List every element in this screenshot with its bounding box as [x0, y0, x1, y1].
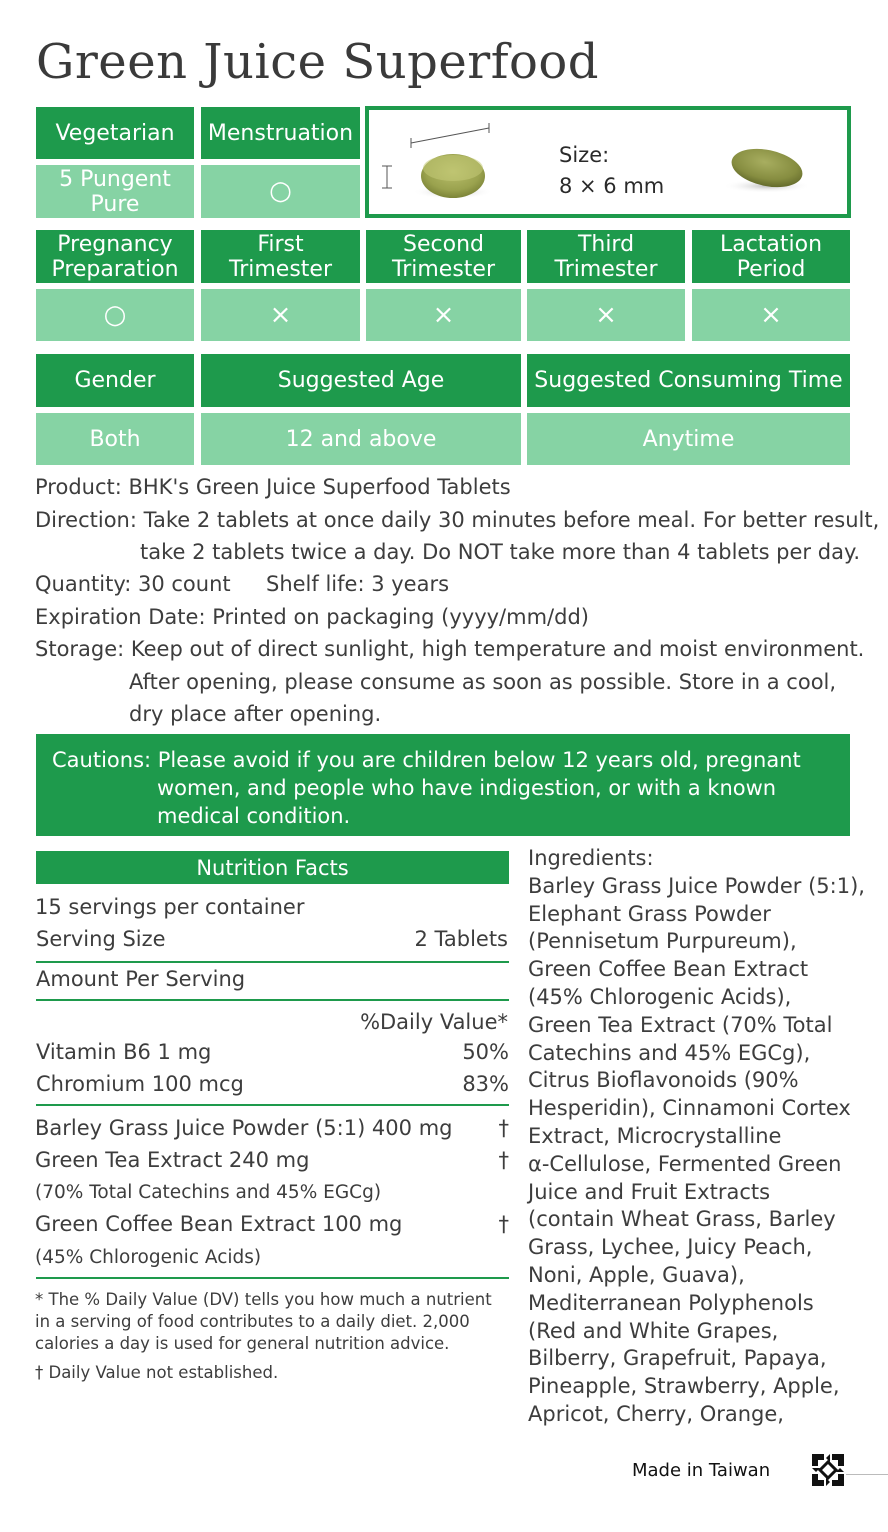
stage-header-pregnancy-preparation: Pregnancy Preparation — [36, 230, 194, 283]
footnote-line-3: calories a day is used for general nutri… — [35, 1334, 450, 1353]
ingredient-line: (45% Chlorogenic Acids), — [528, 984, 792, 1009]
usage-value-suggested-age: 12 and above — [201, 413, 521, 465]
size-value: 8 × 6 mm — [559, 174, 665, 198]
storage-line-3: dry place after opening. — [129, 702, 382, 726]
divider — [36, 1104, 509, 1106]
ingredient-line: Green Tea Extract (70% Total — [528, 1012, 833, 1037]
daily-value-header: %Daily Value* — [360, 1010, 508, 1034]
size-label: Size: — [559, 143, 610, 167]
divider — [846, 1474, 888, 1475]
extract-dv: † — [498, 1148, 510, 1172]
footnote-line-4: † Daily Value not established. — [35, 1363, 279, 1382]
storage-line-1: Storage: Keep out of direct sunlight, hi… — [35, 637, 865, 661]
stage-header-third-trimester: Third Trimester — [527, 230, 685, 283]
extract-name: Barley Grass Juice Powder (5:1) 400 mg — [35, 1116, 453, 1140]
ingredient-line: (Red and White Grapes, — [528, 1318, 779, 1343]
expiration-line: Expiration Date: Printed on packaging (y… — [35, 605, 589, 629]
ingredient-line: Juice and Fruit Extracts — [528, 1179, 771, 1204]
stage-value-pregnancy-preparation: ○ — [36, 289, 194, 341]
ingredient-line: (Pennisetum Purpureum), — [528, 929, 797, 954]
footnote-line-2: in a serving of food contributes to a da… — [35, 1312, 470, 1331]
nutrient-name: Chromium 100 mcg — [36, 1072, 244, 1096]
nutrient-dv: 83% — [462, 1072, 509, 1096]
usage-header-suggested-age: Suggested Age — [201, 354, 521, 407]
usage-value-gender: Both — [36, 413, 194, 465]
vegetarian-value: 5 Pungent Pure — [36, 165, 194, 218]
serving-size-value: 2 Tablets — [414, 927, 508, 951]
ingredient-line: Grass, Lychee, Juicy Peach, — [528, 1235, 813, 1260]
ingredient-line: Barley Grass Juice Powder (5:1), — [528, 873, 865, 898]
serving-size-label: Serving Size — [36, 927, 166, 951]
page-title: Green Juice Superfood — [36, 34, 599, 90]
ingredient-line: Elephant Grass Powder — [528, 901, 771, 926]
ingredient-line: Apricot, Cherry, Orange, — [528, 1401, 784, 1426]
vegetarian-header: Vegetarian — [36, 107, 194, 159]
ingredient-line: Hesperidin), Cinnamoni Cortex — [528, 1096, 851, 1121]
nutrient-dv: 50% — [462, 1040, 509, 1064]
ingredient-line: Catechins and 45% EGCg), — [528, 1040, 811, 1065]
footnote-line-1: * The % Daily Value (DV) tells you how m… — [35, 1290, 492, 1309]
ingredient-line: Mediterranean Polyphenols — [528, 1290, 814, 1315]
cautions-line-2: women, and people who have indigestion, … — [157, 776, 777, 800]
direction-line-2: take 2 tablets twice a day. Do NOT take … — [140, 540, 861, 564]
extract-note: (70% Total Catechins and 45% EGCg) — [35, 1182, 382, 1203]
tablet-image — [382, 123, 811, 199]
ingredient-line: (contain Wheat Grass, Barley — [528, 1207, 836, 1232]
stage-value-lactation-period: × — [692, 289, 850, 341]
cautions-line-1: Cautions: Please avoid if you are childr… — [52, 748, 801, 772]
made-in-taiwan: Made in Taiwan — [632, 1460, 771, 1481]
ingredient-line: Noni, Apple, Guava), — [528, 1262, 745, 1287]
nutrition-facts-header: Nutrition Facts — [36, 851, 509, 884]
stage-header-second-trimester: Second Trimester — [366, 230, 521, 283]
ingredient-line: Citrus Bioflavonoids (90% — [528, 1068, 799, 1093]
storage-line-2: After opening, please consume as soon as… — [129, 670, 837, 694]
tablet-size-box: Size: 8 × 6 mm — [365, 106, 851, 218]
ingredient-line: Bilberry, Grapefruit, Papaya, — [528, 1346, 827, 1371]
stage-header-lactation-period: Lactation Period — [692, 230, 850, 283]
servings-per-container: 15 servings per container — [35, 895, 305, 919]
usage-header-consuming-time: Suggested Consuming Time — [527, 354, 850, 407]
ingredient-line: Green Coffee Bean Extract — [528, 957, 809, 982]
recycle-icon — [810, 1452, 846, 1488]
stage-header-first-trimester: First Trimester — [201, 230, 360, 283]
stage-value-second-trimester: × — [366, 289, 521, 341]
ingredient-line: Extract, Microcrystalline — [528, 1123, 782, 1148]
stage-value-third-trimester: × — [527, 289, 685, 341]
ingredients-heading: Ingredients: — [528, 846, 654, 870]
cautions-line-3: medical condition. — [157, 804, 351, 828]
divider — [36, 961, 509, 963]
cautions-box: Cautions: Please avoid if you are childr… — [36, 734, 850, 836]
extract-dv: † — [498, 1116, 510, 1140]
quantity-line: Quantity: 30 count — [35, 572, 231, 596]
menstruation-header: Menstruation — [201, 107, 360, 159]
extract-dv: † — [498, 1212, 510, 1236]
divider — [36, 999, 509, 1001]
menstruation-value: ○ — [201, 165, 360, 218]
amount-per-serving: Amount Per Serving — [36, 967, 246, 991]
ingredient-line: α-Cellulose, Fermented Green — [528, 1151, 842, 1176]
usage-header-gender: Gender — [36, 354, 194, 407]
extract-name: Green Tea Extract 240 mg — [35, 1148, 310, 1172]
usage-value-consuming-time: Anytime — [527, 413, 850, 465]
ingredients-list: Ingredients: Barley Grass Juice Powder (5… — [528, 845, 868, 1429]
extract-name: Green Coffee Bean Extract 100 mg — [35, 1212, 403, 1236]
nutrient-name: Vitamin B6 1 mg — [36, 1040, 212, 1064]
stage-value-first-trimester: × — [201, 289, 360, 341]
product-line: Product: BHK's Green Juice Superfood Tab… — [35, 475, 511, 499]
divider — [36, 1277, 509, 1279]
direction-line-1: Direction: Take 2 tablets at once daily … — [35, 508, 880, 532]
ingredient-line: Pineapple, Strawberry, Apple, — [528, 1374, 840, 1399]
shelf-life-line: Shelf life: 3 years — [266, 572, 450, 596]
extract-note: (45% Chlorogenic Acids) — [35, 1247, 262, 1268]
